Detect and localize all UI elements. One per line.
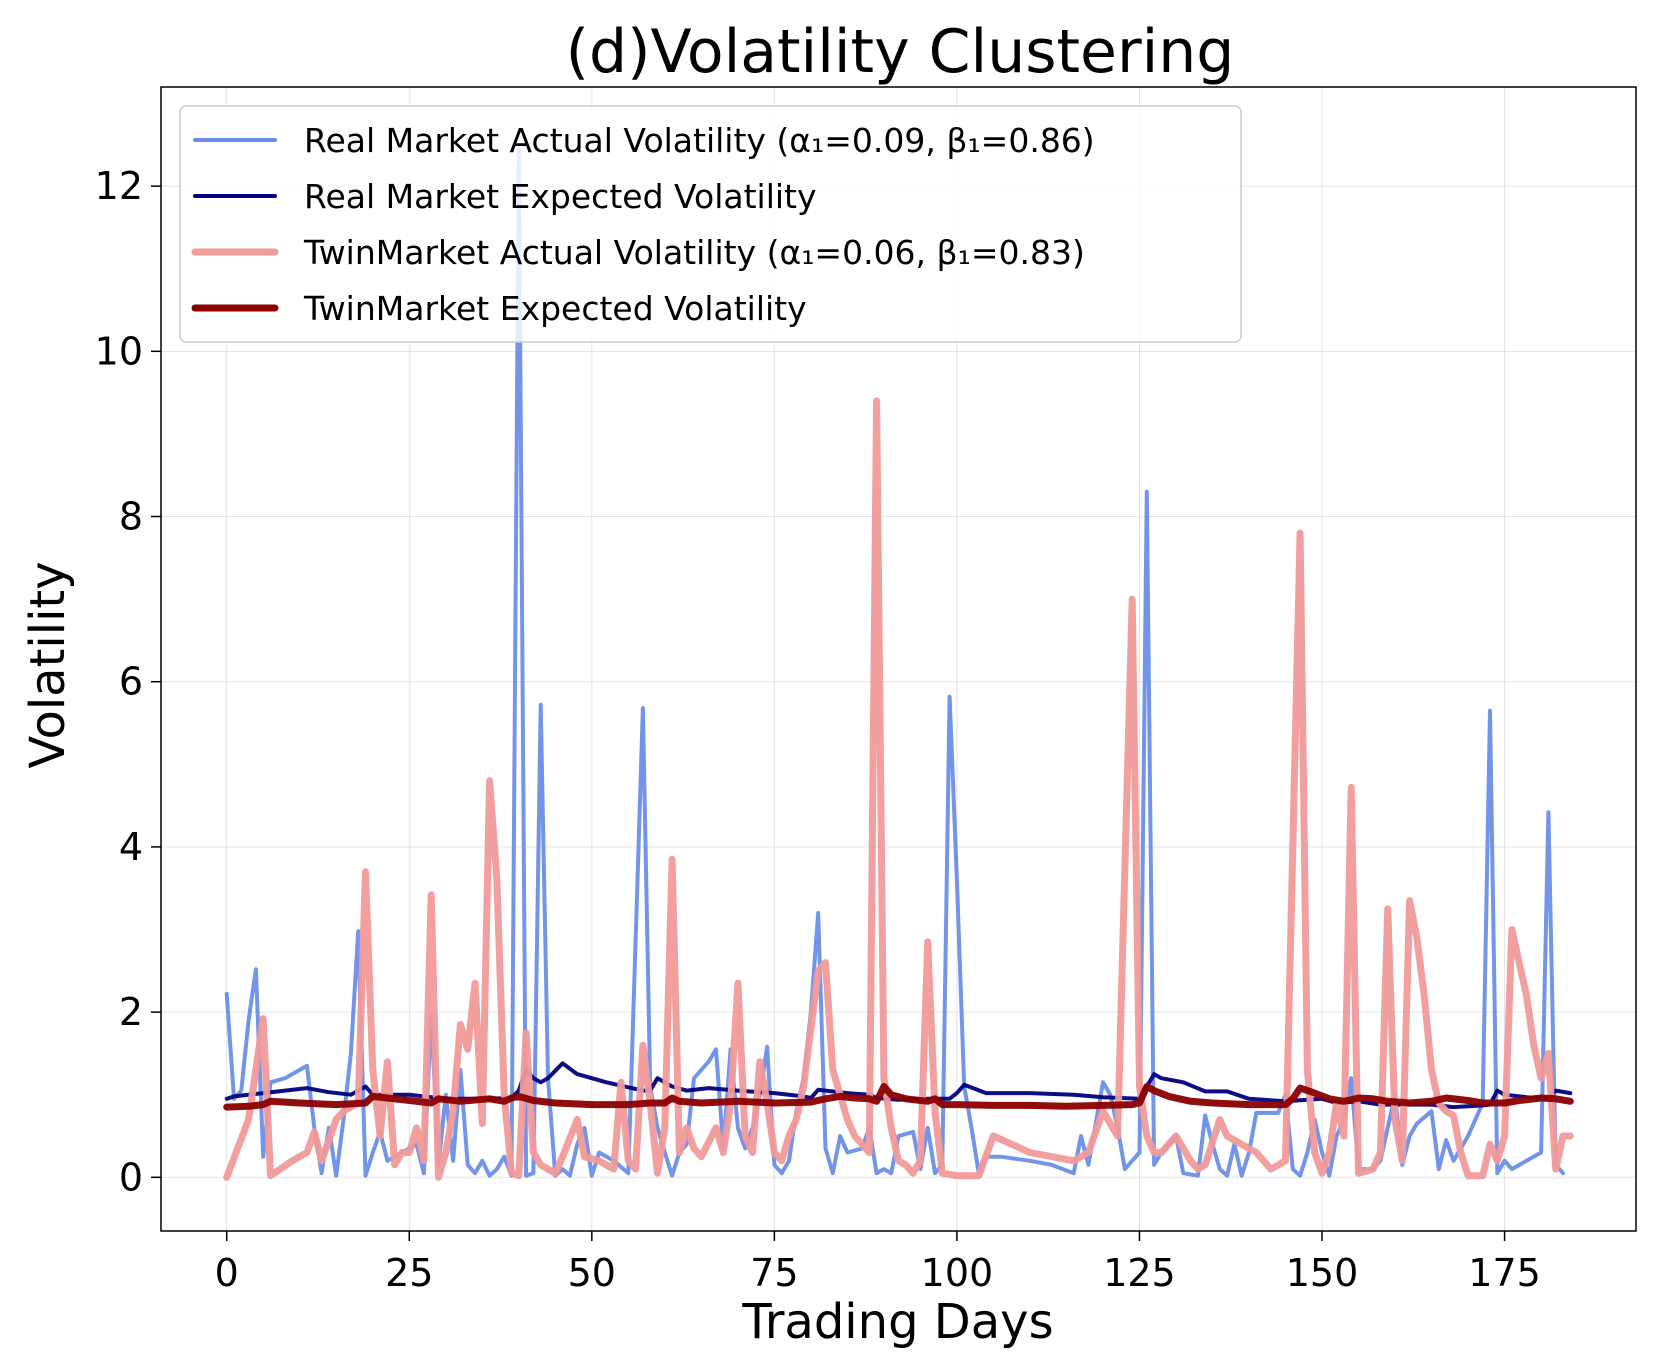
y-tick-label: 2 <box>119 990 143 1034</box>
x-tick-label: 100 <box>921 1251 994 1295</box>
y-tick-label: 8 <box>119 495 143 539</box>
y-axis-ticks: 0 2 4 6 8 10 12 <box>95 164 161 1199</box>
x-tick-label: 175 <box>1468 1251 1541 1295</box>
legend: Real Market Actual Volatility (α₁=0.09, … <box>179 105 1242 343</box>
x-tick-label: 50 <box>568 1251 616 1295</box>
legend-box <box>179 105 1242 343</box>
x-tick-label: 150 <box>1286 1251 1359 1295</box>
y-tick-label: 0 <box>119 1155 143 1199</box>
y-tick-label: 12 <box>95 164 143 208</box>
y-tick-label: 6 <box>119 660 143 704</box>
chart-title: (d)Volatility Clustering <box>566 17 1235 87</box>
x-tick-label: 0 <box>215 1251 239 1295</box>
legend-entry-label: TwinMarket Expected Volatility <box>303 289 807 328</box>
y-axis-label: Volatility <box>20 561 76 768</box>
legend-entry-label: Real Market Expected Volatility <box>304 177 817 216</box>
series-line-twinmarket-actual-volatility-0-06-0-83 <box>223 397 1574 1181</box>
x-tick-label: 25 <box>385 1251 433 1295</box>
x-axis-label: Trading Days <box>741 1294 1053 1350</box>
y-tick-label: 10 <box>95 329 143 373</box>
legend-entry-label: Real Market Actual Volatility (α₁=0.09, … <box>304 121 1095 160</box>
x-tick-label: 75 <box>750 1251 798 1295</box>
y-tick-label: 4 <box>119 825 143 869</box>
series-layer <box>223 146 1574 1181</box>
series-line-twinmarket-expected-volatility <box>223 1083 1574 1111</box>
plot-frame <box>160 86 1637 1232</box>
legend-entry-label: TwinMarket Actual Volatility (α₁=0.06, β… <box>303 233 1085 272</box>
x-tick-label: 125 <box>1103 1251 1176 1295</box>
x-axis-ticks: 0 25 50 75 100 125 150 175 <box>215 1231 1541 1295</box>
